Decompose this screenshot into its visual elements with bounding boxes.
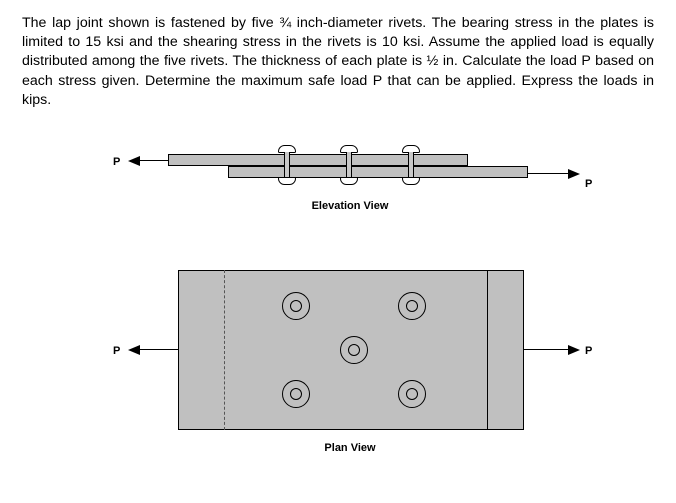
arrow-left-icon [128, 156, 140, 166]
plan-rivet [282, 292, 310, 320]
arrow-shaft [140, 160, 168, 162]
arrow-shaft [524, 349, 568, 351]
rivet-inner-icon [406, 388, 418, 400]
arrow-right-icon [568, 169, 580, 179]
rivet-inner-icon [348, 344, 360, 356]
plan-rivet [340, 336, 368, 364]
rivet-head-icon [340, 177, 358, 185]
arrow-left-icon [128, 345, 140, 355]
rivet-head-icon [278, 177, 296, 185]
rivet-head-icon [402, 177, 420, 185]
plan-load-label-left: P [113, 345, 120, 357]
figure-area: P P Elevation View P P [0, 118, 676, 498]
elev-rivet [340, 145, 358, 185]
rivet-outer-icon [340, 336, 368, 364]
rivet-outer-icon [398, 380, 426, 408]
rivet-outer-icon [398, 292, 426, 320]
problem-statement: The lap joint shown is fastened by five … [0, 0, 676, 118]
plan-rivet [398, 380, 426, 408]
plan-rivet [282, 380, 310, 408]
plan-load-label-right: P [585, 345, 592, 357]
rivet-shank [284, 152, 290, 178]
elev-load-label-left: P [113, 156, 120, 168]
elev-load-label-right: P [585, 178, 592, 190]
arrow-shaft [140, 349, 178, 351]
plan-hidden-edge [224, 270, 225, 430]
arrow-shaft [528, 173, 568, 175]
rivet-inner-icon [290, 388, 302, 400]
plan-caption: Plan View [310, 442, 390, 454]
elev-top-plate [168, 154, 468, 166]
rivet-shank [408, 152, 414, 178]
rivet-outer-icon [282, 292, 310, 320]
elev-bottom-plate [228, 166, 528, 178]
plan-rivet [398, 292, 426, 320]
elevation-caption: Elevation View [300, 200, 400, 212]
elev-rivet [402, 145, 420, 185]
arrow-right-icon [568, 345, 580, 355]
rivet-shank [346, 152, 352, 178]
elev-rivet [278, 145, 296, 185]
rivet-inner-icon [290, 300, 302, 312]
rivet-inner-icon [406, 300, 418, 312]
rivet-outer-icon [282, 380, 310, 408]
